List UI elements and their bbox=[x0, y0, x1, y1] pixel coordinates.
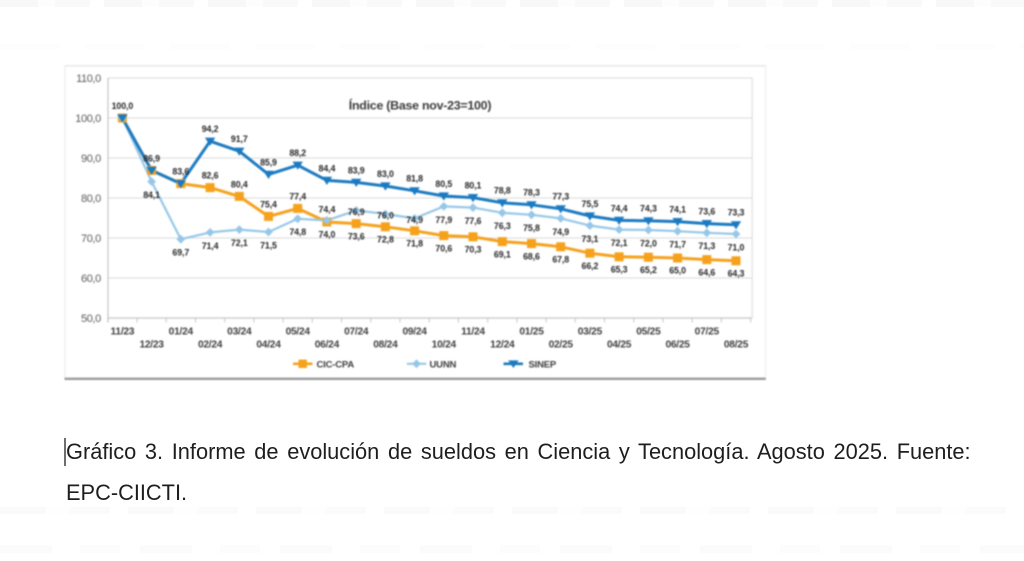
svg-text:75,5: 75,5 bbox=[582, 199, 599, 209]
svg-text:100,0: 100,0 bbox=[75, 113, 101, 125]
svg-text:91,7: 91,7 bbox=[231, 134, 248, 144]
svg-text:66,2: 66,2 bbox=[582, 261, 599, 271]
svg-text:73,1: 73,1 bbox=[582, 234, 599, 244]
svg-text:85,9: 85,9 bbox=[260, 157, 277, 167]
svg-text:05/24: 05/24 bbox=[286, 327, 311, 338]
svg-text:77,9: 77,9 bbox=[435, 215, 452, 225]
svg-text:80,0: 80,0 bbox=[81, 193, 101, 205]
svg-text:72,8: 72,8 bbox=[377, 235, 394, 245]
svg-text:70,6: 70,6 bbox=[435, 243, 452, 253]
svg-text:65,0: 65,0 bbox=[669, 266, 686, 276]
svg-text:64,3: 64,3 bbox=[728, 269, 745, 279]
svg-text:84,1: 84,1 bbox=[143, 190, 160, 200]
svg-text:03/24: 03/24 bbox=[227, 327, 252, 338]
svg-text:08/25: 08/25 bbox=[724, 340, 749, 351]
svg-text:04/25: 04/25 bbox=[607, 340, 632, 351]
svg-text:71,3: 71,3 bbox=[698, 241, 715, 251]
svg-text:77,6: 77,6 bbox=[465, 216, 482, 226]
svg-text:82,6: 82,6 bbox=[202, 171, 219, 181]
svg-text:68,6: 68,6 bbox=[523, 251, 540, 261]
svg-text:64,6: 64,6 bbox=[698, 267, 715, 277]
svg-text:100,0: 100,0 bbox=[112, 101, 134, 111]
svg-text:74,8: 74,8 bbox=[289, 227, 306, 237]
svg-text:02/24: 02/24 bbox=[198, 340, 223, 351]
svg-text:73,6: 73,6 bbox=[698, 207, 715, 217]
svg-text:110,0: 110,0 bbox=[76, 73, 101, 85]
svg-text:74,3: 74,3 bbox=[640, 204, 657, 214]
svg-text:72,1: 72,1 bbox=[611, 238, 628, 248]
svg-text:65,3: 65,3 bbox=[611, 265, 628, 275]
svg-text:69,7: 69,7 bbox=[172, 248, 189, 258]
svg-text:75,4: 75,4 bbox=[260, 199, 277, 209]
svg-text:UUNN: UUNN bbox=[430, 359, 457, 370]
svg-text:CIC-CPA: CIC-CPA bbox=[317, 359, 355, 370]
svg-text:71,8: 71,8 bbox=[406, 239, 423, 249]
svg-text:71,5: 71,5 bbox=[260, 240, 277, 250]
svg-text:09/24: 09/24 bbox=[402, 327, 427, 338]
svg-text:Índice (Base nov-23=100): Índice (Base nov-23=100) bbox=[349, 98, 492, 113]
svg-text:80,5: 80,5 bbox=[435, 179, 452, 189]
svg-text:71,7: 71,7 bbox=[669, 240, 686, 250]
svg-text:75,8: 75,8 bbox=[523, 223, 540, 233]
svg-text:67,8: 67,8 bbox=[552, 255, 569, 265]
svg-text:70,3: 70,3 bbox=[465, 245, 482, 255]
svg-text:70,0: 70,0 bbox=[81, 233, 101, 245]
svg-text:07/25: 07/25 bbox=[695, 327, 720, 338]
svg-text:73,6: 73,6 bbox=[348, 231, 365, 241]
svg-text:73,3: 73,3 bbox=[728, 208, 745, 218]
svg-text:76,9: 76,9 bbox=[348, 207, 365, 217]
svg-text:04/24: 04/24 bbox=[256, 340, 281, 351]
svg-text:74,9: 74,9 bbox=[406, 215, 423, 225]
svg-text:12/24: 12/24 bbox=[490, 340, 515, 351]
svg-text:74,0: 74,0 bbox=[319, 230, 336, 240]
svg-text:11/23: 11/23 bbox=[111, 327, 135, 338]
svg-text:SINEP: SINEP bbox=[529, 359, 557, 370]
svg-text:02/25: 02/25 bbox=[549, 340, 574, 351]
svg-text:65,2: 65,2 bbox=[640, 265, 657, 275]
svg-text:69,1: 69,1 bbox=[494, 249, 511, 259]
svg-text:83,6: 83,6 bbox=[172, 167, 189, 177]
svg-text:05/25: 05/25 bbox=[636, 327, 661, 338]
svg-text:74,9: 74,9 bbox=[552, 227, 569, 237]
svg-text:72,1: 72,1 bbox=[231, 238, 248, 248]
svg-text:10/24: 10/24 bbox=[432, 340, 457, 351]
svg-text:90,0: 90,0 bbox=[81, 153, 101, 165]
svg-text:11/24: 11/24 bbox=[461, 327, 485, 338]
svg-text:80,4: 80,4 bbox=[231, 179, 248, 189]
svg-text:76,3: 76,3 bbox=[494, 221, 511, 231]
svg-text:94,2: 94,2 bbox=[202, 124, 219, 134]
svg-text:78,3: 78,3 bbox=[523, 188, 540, 198]
svg-text:77,3: 77,3 bbox=[552, 192, 569, 202]
svg-text:71,0: 71,0 bbox=[728, 242, 745, 252]
svg-text:83,9: 83,9 bbox=[348, 165, 365, 175]
svg-text:01/24: 01/24 bbox=[169, 327, 194, 338]
svg-text:86,9: 86,9 bbox=[143, 153, 160, 163]
svg-text:78,8: 78,8 bbox=[494, 186, 511, 196]
svg-text:76,0: 76,0 bbox=[377, 211, 394, 221]
svg-text:74,1: 74,1 bbox=[669, 205, 686, 215]
svg-text:84,4: 84,4 bbox=[319, 163, 336, 173]
svg-text:06/25: 06/25 bbox=[665, 340, 690, 351]
svg-text:07/24: 07/24 bbox=[344, 327, 369, 338]
svg-text:77,4: 77,4 bbox=[289, 191, 306, 201]
svg-text:06/24: 06/24 bbox=[315, 340, 340, 351]
svg-text:74,4: 74,4 bbox=[611, 203, 628, 213]
svg-text:12/23: 12/23 bbox=[139, 340, 164, 351]
svg-text:72,0: 72,0 bbox=[640, 238, 657, 248]
svg-text:80,1: 80,1 bbox=[465, 181, 482, 191]
svg-text:83,0: 83,0 bbox=[377, 169, 394, 179]
svg-text:71,4: 71,4 bbox=[202, 241, 219, 251]
svg-text:50,0: 50,0 bbox=[81, 313, 101, 325]
svg-text:81,8: 81,8 bbox=[406, 174, 423, 184]
svg-text:88,2: 88,2 bbox=[289, 148, 306, 158]
svg-text:03/25: 03/25 bbox=[578, 327, 603, 338]
svg-text:60,0: 60,0 bbox=[81, 273, 101, 285]
svg-text:08/24: 08/24 bbox=[373, 340, 398, 351]
svg-text:01/25: 01/25 bbox=[519, 327, 544, 338]
svg-text:74,4: 74,4 bbox=[319, 204, 336, 214]
